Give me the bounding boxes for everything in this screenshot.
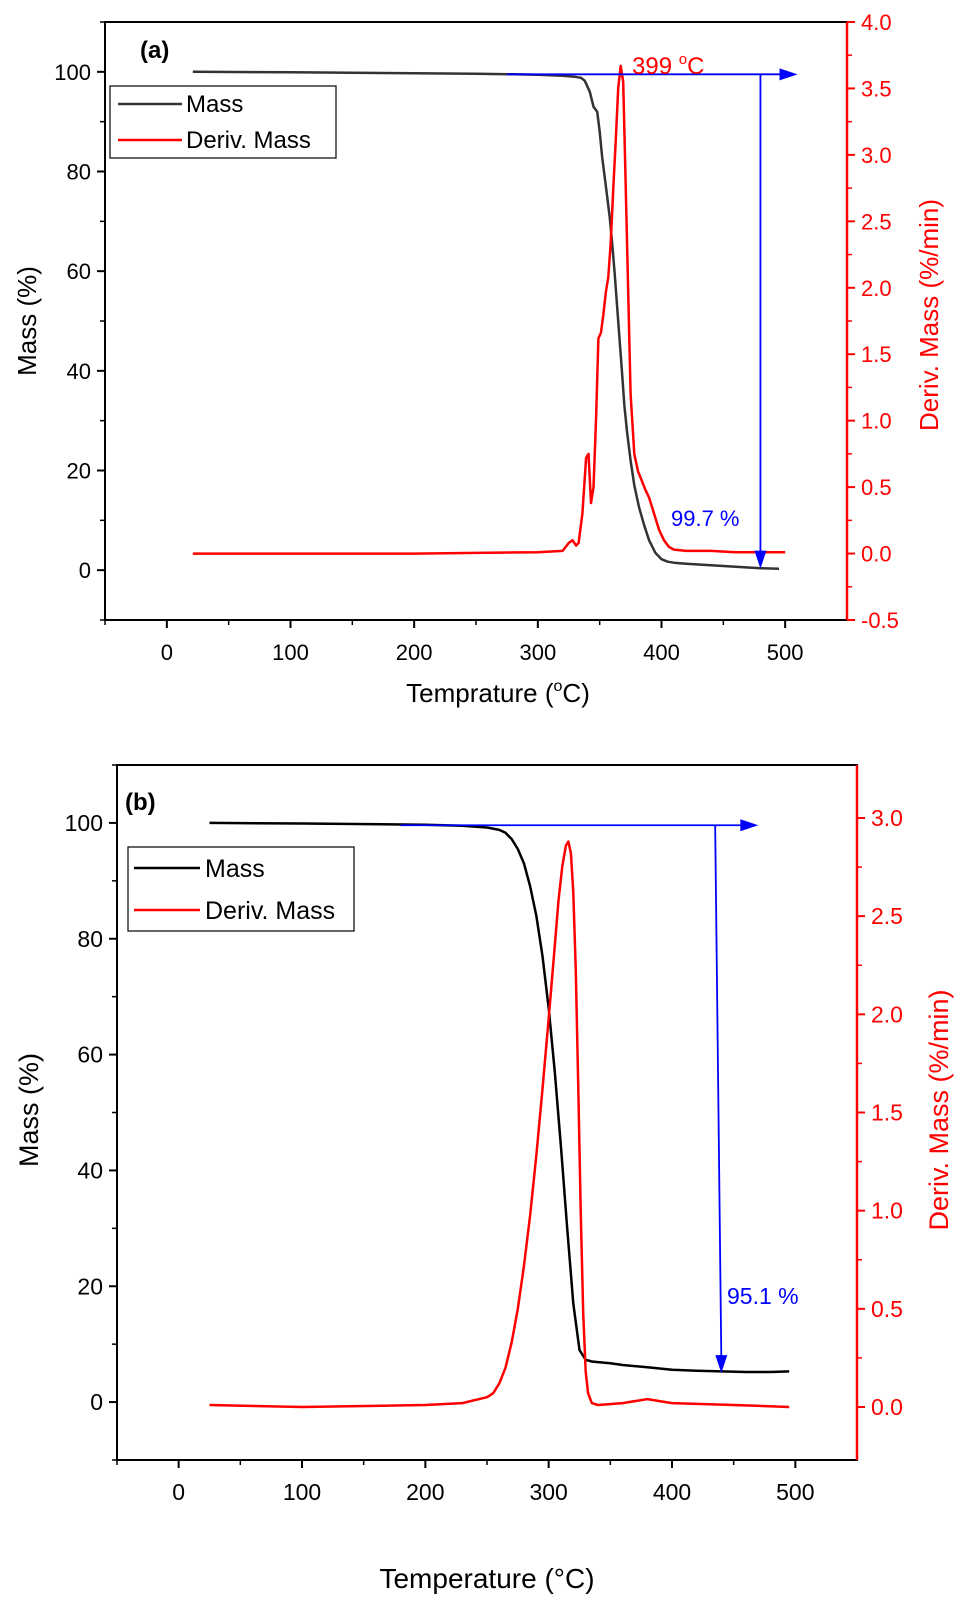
x-tick-label: 500 bbox=[776, 1479, 814, 1505]
panel-b-y2-ticks: 0.0 0.5 1.0 1.5 2.0 2.5 3.0 bbox=[857, 805, 903, 1420]
y2-tick-label: -0.5 bbox=[861, 608, 899, 633]
vertical-arrow-head bbox=[715, 1355, 728, 1374]
y2-tick-label: 2.0 bbox=[871, 1001, 903, 1027]
y-tick-label: 80 bbox=[77, 926, 103, 952]
deriv-mass-line bbox=[192, 64, 786, 555]
y2-tick-label: 3.0 bbox=[871, 805, 903, 831]
vertical-arrow-head bbox=[754, 550, 767, 569]
panel-b-y2-axis-title: Deriv. Mass (%/min) bbox=[924, 989, 954, 1230]
y-tick-label: 40 bbox=[67, 359, 91, 384]
x-tick-label: 0 bbox=[172, 1479, 185, 1505]
mass-line bbox=[209, 821, 790, 1374]
panel-a-legend-deriv-label: Deriv. Mass bbox=[186, 127, 311, 154]
panel-a-x-axis-title-sup: o bbox=[554, 678, 563, 695]
panel-a-annotations bbox=[506, 68, 798, 569]
panel-b-x-ticks: 0 100 200 300 400 500 bbox=[116, 1460, 815, 1505]
y2-tick-label: 1.0 bbox=[871, 1198, 903, 1224]
horizontal-arrow-head bbox=[779, 68, 798, 81]
panel-b-loss-label: 95.1 % bbox=[727, 1283, 799, 1309]
y2-tick-label: 0.0 bbox=[871, 1394, 903, 1420]
panel-a-legend-box bbox=[109, 85, 337, 159]
deriv-mass-line bbox=[209, 840, 790, 1409]
y2-tick-label: 0.5 bbox=[871, 1296, 903, 1322]
panel-b-chart: 0 100 200 300 400 500 0 20 40 60 80 100 0.0 0.5 1.0 1… bbox=[14, 764, 954, 1594]
panel-a-loss-label: 99.7 % bbox=[671, 506, 740, 531]
panel-a-peak-label: 399 oC bbox=[632, 51, 704, 80]
panel-a-peak-label-sup: o bbox=[679, 51, 687, 68]
y-tick-label: 60 bbox=[67, 259, 91, 284]
panel-a-peak-label-main: 399 bbox=[632, 53, 679, 80]
x-tick-label: 0 bbox=[161, 640, 173, 665]
y2-tick-label: 1.5 bbox=[861, 342, 892, 367]
x-tick-label: 400 bbox=[643, 640, 680, 665]
x-tick-label: 300 bbox=[519, 640, 556, 665]
panel-b-y-axis-title: Mass (%) bbox=[14, 1053, 44, 1167]
y2-tick-label: 1.0 bbox=[861, 409, 892, 434]
x-tick-label: 200 bbox=[406, 1479, 444, 1505]
x-tick-label: 100 bbox=[283, 1479, 321, 1505]
panel-a-y2-axis-title: Deriv. Mass (%/min) bbox=[914, 199, 944, 431]
horizontal-arrow-head bbox=[740, 819, 759, 832]
y-tick-label: 20 bbox=[67, 459, 91, 484]
y-tick-label: 20 bbox=[77, 1273, 103, 1299]
panel-a-y-axis-title: Mass (%) bbox=[12, 266, 42, 376]
panel-a-y2-ticks: -0.5 0.0 0.5 1.0 1.5 2.0 2.5 3.0 3.5 4.0 bbox=[847, 10, 899, 633]
x-tick-label: 400 bbox=[653, 1479, 691, 1505]
panel-a-label: (a) bbox=[140, 37, 169, 64]
panel-a-chart: 0 100 200 300 400 500 0 20 40 60 80 100 -0.5 0.0 0.5… bbox=[12, 10, 944, 708]
panel-b-legend: Mass Deriv. Mass bbox=[127, 846, 355, 932]
panel-b-legend-deriv-label: Deriv. Mass bbox=[205, 897, 335, 925]
y2-tick-label: 2.0 bbox=[861, 276, 892, 301]
y2-tick-label: 0.0 bbox=[861, 542, 892, 567]
panel-b-legend-box bbox=[127, 846, 355, 932]
panel-a-y-ticks: 0 20 40 60 80 100 bbox=[54, 21, 105, 621]
x-tick-label: 300 bbox=[529, 1479, 567, 1505]
panel-a-x-ticks: 0 100 200 300 400 500 bbox=[104, 620, 804, 665]
y2-tick-label: 3.0 bbox=[861, 143, 892, 168]
panel-b-legend-mass-label: Mass bbox=[205, 855, 265, 883]
y2-tick-label: 3.5 bbox=[861, 76, 892, 101]
panel-b-annotations bbox=[400, 819, 759, 1374]
y2-tick-label: 1.5 bbox=[871, 1100, 903, 1126]
panel-a-legend-mass-label: Mass bbox=[186, 91, 243, 118]
panel-a-x-axis-title: Temprature (oC) bbox=[406, 678, 590, 708]
panel-a-x-axis-title-tail: C) bbox=[562, 678, 589, 708]
x-tick-label: 200 bbox=[396, 640, 433, 665]
y-tick-label: 0 bbox=[79, 558, 91, 583]
y2-tick-label: 4.0 bbox=[861, 10, 892, 35]
y-tick-label: 40 bbox=[77, 1157, 103, 1183]
y2-tick-label: 2.5 bbox=[871, 903, 903, 929]
vertical-arrow-line bbox=[714, 825, 723, 1360]
panel-a-peak-label-tail: C bbox=[687, 53, 704, 80]
x-tick-label: 500 bbox=[767, 640, 804, 665]
y-tick-label: 100 bbox=[65, 810, 103, 836]
panel-a-x-axis-title-main: Temprature ( bbox=[406, 678, 554, 708]
y2-tick-label: 2.5 bbox=[861, 209, 892, 234]
panel-a-legend: Mass Deriv. Mass bbox=[109, 85, 337, 159]
panel-b-y-ticks: 0 20 40 60 80 100 bbox=[65, 764, 117, 1461]
y-tick-label: 80 bbox=[67, 160, 91, 185]
x-tick-label: 100 bbox=[272, 640, 309, 665]
mass-line bbox=[192, 70, 780, 570]
panel-b-series bbox=[209, 821, 790, 1409]
panel-b-label: (b) bbox=[125, 789, 156, 816]
y2-tick-label: 0.5 bbox=[861, 475, 892, 500]
panel-b-x-axis-title: Temperature (°C) bbox=[379, 1563, 594, 1594]
y-tick-label: 60 bbox=[77, 1042, 103, 1068]
y-tick-label: 0 bbox=[90, 1389, 103, 1415]
panel-a-series bbox=[192, 64, 786, 570]
y-tick-label: 100 bbox=[54, 60, 91, 85]
